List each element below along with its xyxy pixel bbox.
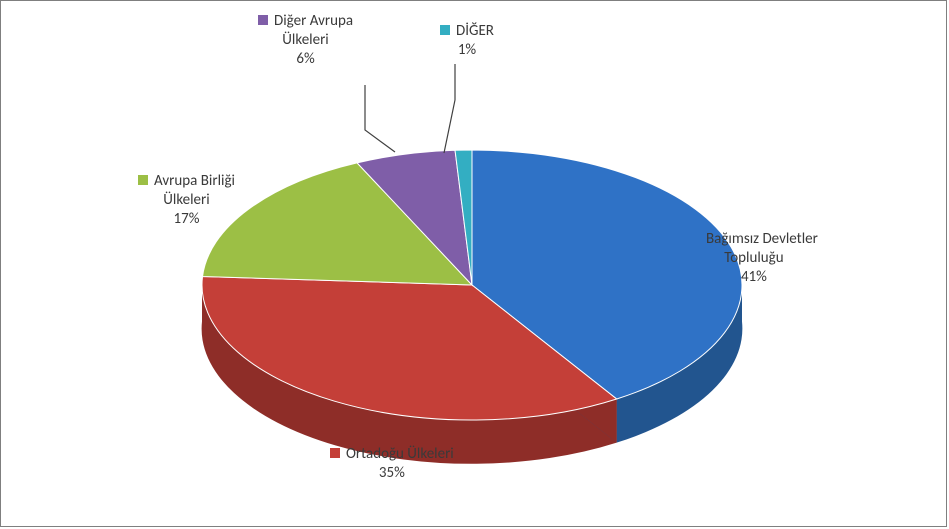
- label-ortadogu: Ortadoğu Ülkeleri35%: [330, 445, 454, 483]
- label-text: Diğer Avrupa: [274, 12, 353, 30]
- label-text: 35%: [379, 464, 405, 482]
- label-text: Avrupa Birliği: [154, 172, 235, 190]
- leader-line: [365, 85, 395, 152]
- label-diger: DİĞER1%: [440, 22, 494, 60]
- legend-marker: [258, 15, 268, 25]
- label-text: Ülkeleri: [282, 31, 328, 49]
- legend-marker: [690, 233, 700, 243]
- label-text: DİĞER: [456, 22, 494, 40]
- pie-chart: Bağımsız DevletlerTopluluğu41% Ortadoğu Ü…: [0, 0, 949, 529]
- label-bagimsiz: Bağımsız DevletlerTopluluğu41%: [690, 230, 818, 286]
- label-text: 41%: [741, 268, 767, 286]
- label-text: 1%: [458, 41, 476, 59]
- label-text: 6%: [296, 50, 314, 68]
- legend-marker: [440, 25, 450, 35]
- label-text: Ülkeleri: [163, 191, 209, 209]
- leader-line: [444, 64, 455, 153]
- label-text: Bağımsız Devletler: [706, 230, 818, 248]
- label-text: Topluluğu: [724, 249, 783, 267]
- label-diger_avrupa: Diğer AvrupaÜlkeleri6%: [258, 12, 353, 68]
- label-text: Ortadoğu Ülkeleri: [346, 445, 454, 463]
- label-text: 17%: [174, 210, 200, 228]
- label-ab: Avrupa BirliğiÜlkeleri17%: [138, 172, 235, 228]
- legend-marker: [138, 175, 148, 185]
- legend-marker: [330, 448, 340, 458]
